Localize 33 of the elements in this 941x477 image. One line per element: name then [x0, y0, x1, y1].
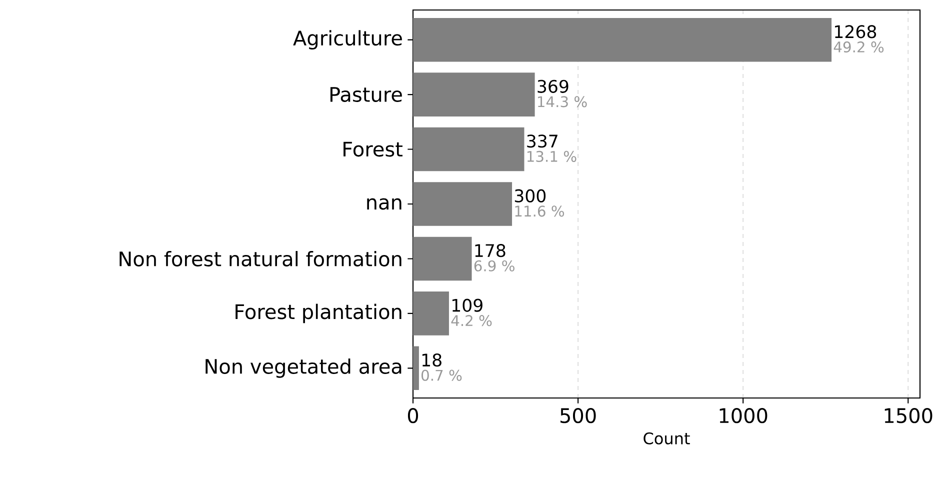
annotation: 0.7 % [422, 370, 462, 381]
bar [413, 236, 472, 281]
annotation: 13.1 % [527, 150, 576, 162]
x-tick-label: 1500 [884, 408, 932, 424]
bar [413, 72, 535, 116]
data-label: 369 [538, 80, 568, 93]
annotation: 4.2 % [451, 315, 492, 326]
data-label: 1268 [835, 25, 876, 38]
y-tick-label: nan [367, 198, 402, 210]
x-tick-label: 1000 [720, 408, 768, 424]
y-tick-label: Agriculture [293, 30, 402, 50]
data-label: 337 [527, 134, 558, 148]
y-tick-label: Pasture [330, 87, 402, 102]
annotation: 6.9 % [474, 260, 514, 272]
data-label: 18 [422, 353, 442, 367]
annotation: 11.6 % [515, 206, 564, 217]
bar [413, 127, 524, 172]
bar [413, 292, 449, 336]
x-axis-title: Count [644, 432, 690, 444]
annotation: 49.2 % [834, 41, 884, 53]
x-tick-label: 0 [408, 408, 418, 424]
data-label: 178 [475, 244, 506, 258]
data-label: 109 [452, 298, 482, 312]
annotation: 14.3 % [538, 96, 587, 108]
y-tick-label: Non vegetated area [206, 358, 402, 378]
x-tick-label: 500 [560, 408, 596, 424]
y-tick-label: Forest plantation [236, 304, 402, 324]
bar [413, 346, 419, 390]
y-tick-label: Non forest natural formation [120, 250, 402, 266]
bar [413, 18, 832, 62]
y-tick-label: Forest [344, 142, 402, 157]
data-label: 300 [514, 189, 546, 202]
bar [413, 182, 512, 226]
